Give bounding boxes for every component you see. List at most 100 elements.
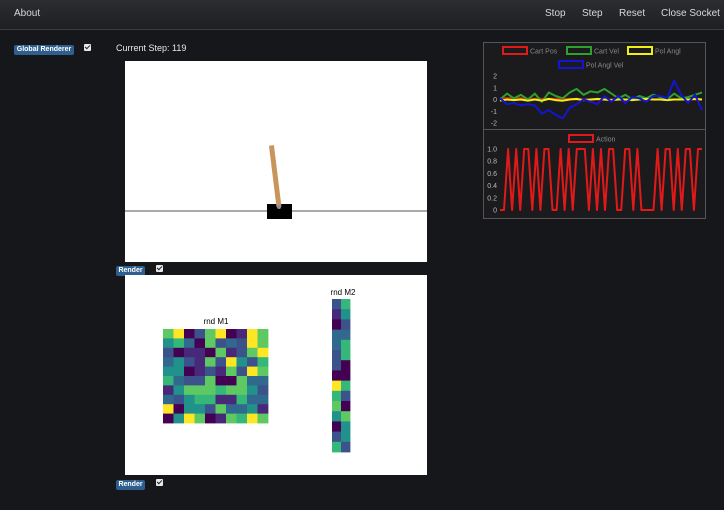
- state-chart: Cart Pos Cart Vel Pol Angl Pol Angl Vel 2 1 0 -…: [491, 46, 703, 128]
- heatmap-m2-cell: [332, 299, 342, 310]
- y-tick-label: 1.0: [487, 147, 497, 154]
- heatmap-m2-cell: [332, 350, 342, 361]
- heatmap-m1-cell: [205, 347, 216, 358]
- heatmap-m1-cell: [226, 404, 237, 414]
- nav-about-link[interactable]: About: [14, 8, 41, 19]
- render-button-heatmap[interactable]: Render: [116, 480, 145, 490]
- heatmap-m1-cell: [247, 366, 258, 377]
- heatmap-m1-cell: [226, 357, 237, 367]
- legend-swatch[interactable]: [502, 46, 528, 55]
- heatmap-m1-cell: [215, 394, 227, 405]
- heatmap-m1-cell: [194, 404, 206, 414]
- heatmap-m2-cell: [332, 360, 342, 371]
- legend-swatch[interactable]: [627, 46, 653, 55]
- heatmap-m1-cell: [163, 347, 174, 358]
- heatmap-m1-cell: [194, 376, 206, 386]
- heatmap-m1-cell: [226, 338, 237, 349]
- heatmap-m1-cell: [247, 413, 258, 424]
- heatmap-canvas: rnd M1 rnd M2: [163, 288, 356, 453]
- legend-label[interactable]: Pol Angl: [655, 49, 681, 56]
- heatmap-m1-cell: [163, 394, 174, 405]
- cart: [267, 204, 292, 219]
- heatmap-m1-cell: [236, 394, 248, 405]
- y-tick-label: 0.8: [487, 159, 497, 166]
- charts-panel: Cart Pos Cart Vel Pol Angl Pol Angl Vel 2 1 0 -…: [483, 42, 706, 219]
- heatmap-m1-cell: [215, 366, 227, 377]
- heatmap-m1-cell: [194, 413, 206, 424]
- heatmap-m1-cell: [247, 338, 258, 349]
- heatmap-m1-cell: [173, 357, 185, 367]
- heatmap-m1-cell: [257, 357, 269, 367]
- heatmap-m2: [332, 299, 351, 453]
- nav-stop-button[interactable]: Stop: [545, 8, 566, 19]
- heatmap-m1-cell: [194, 338, 206, 349]
- render-button-cartpole[interactable]: Render: [116, 266, 145, 276]
- legend-swatch[interactable]: [558, 60, 584, 69]
- heatmap-m1-cell: [173, 385, 185, 396]
- series-line: [500, 148, 702, 211]
- heatmap-m1-cell: [236, 329, 248, 339]
- heatmap-m2-cell: [341, 390, 351, 402]
- heatmap-m1-cell: [215, 329, 227, 339]
- heatmap-m1-cell: [247, 347, 258, 358]
- heatmap-m1-cell: [226, 347, 237, 358]
- global-renderer-checkbox[interactable]: [84, 44, 91, 51]
- heatmap-m1: [163, 329, 269, 424]
- heatmap-m2-cell: [341, 441, 351, 453]
- heatmap-m1-cell: [205, 413, 216, 424]
- heatmap-m1-cell: [226, 376, 237, 386]
- heatmap-m1-cell: [194, 357, 206, 367]
- heatmap-m2-cell: [332, 329, 342, 341]
- heatmap-m2-cell: [341, 370, 351, 381]
- cartpole-render-panel: [125, 61, 427, 262]
- nav-close-socket-button[interactable]: Close Socket: [661, 8, 720, 19]
- heatmap-m1-cell: [184, 394, 195, 405]
- heatmap-m2-cell: [332, 401, 342, 412]
- heatmap-m1-cell: [184, 357, 195, 367]
- heatmap-m1-cell: [173, 338, 185, 349]
- heatmap-m1-cell: [247, 385, 258, 396]
- heatmap-m1-cell: [163, 338, 174, 349]
- render-checkbox-heatmap[interactable]: [156, 479, 163, 486]
- heatmap-m1-cell: [236, 413, 248, 424]
- heatmap-m1-cell: [173, 347, 185, 358]
- heatmap-m1-cell: [247, 404, 258, 414]
- series-line: [499, 79, 703, 120]
- heatmap-m2-cell: [341, 319, 351, 330]
- heatmap-m2-cell: [341, 299, 351, 310]
- heatmap-m1-cell: [163, 413, 174, 424]
- current-step-text: Current Step:: [116, 43, 170, 53]
- charts-svg: Cart Pos Cart Vel Pol Angl Pol Angl Vel 2 1 0 -…: [484, 46, 705, 215]
- y-tick-label: -2: [491, 121, 497, 128]
- global-renderer-button[interactable]: Global Renderer: [14, 45, 74, 55]
- nav-reset-button[interactable]: Reset: [619, 8, 646, 19]
- legend-label[interactable]: Action: [596, 137, 616, 144]
- heatmap-m1-cell: [184, 329, 195, 339]
- heatmap-m1-title: rnd M1: [204, 317, 229, 326]
- render-checkbox-cartpole[interactable]: [156, 265, 163, 272]
- heatmap-m1-cell: [257, 394, 269, 405]
- heatmap-m1-cell: [173, 404, 185, 414]
- heatmap-m1-cell: [205, 376, 216, 386]
- heatmap-m1-cell: [163, 376, 174, 386]
- heatmap-m1-cell: [226, 329, 237, 339]
- heatmap-m1-cell: [194, 366, 206, 377]
- heatmap-m1-cell: [236, 404, 248, 414]
- heatmap-m1-cell: [257, 404, 269, 414]
- legend-label[interactable]: Cart Pos: [530, 49, 558, 56]
- heatmap-m1-cell: [205, 357, 216, 367]
- heatmap-m1-cell: [236, 385, 248, 396]
- heatmap-m2-cell: [332, 309, 342, 320]
- legend-label[interactable]: Cart Vel: [594, 49, 619, 56]
- legend-label[interactable]: Pol Angl Vel: [586, 63, 624, 70]
- heatmap-m1-cell: [163, 404, 174, 414]
- legend-swatch[interactable]: [566, 46, 592, 55]
- heatmap-m1-cell: [184, 376, 195, 386]
- heatmap-m1-cell: [194, 347, 206, 358]
- heatmap-m2-cell: [332, 390, 342, 402]
- heatmap-render-panel: rnd M1 rnd M2: [125, 275, 427, 475]
- series-line: [499, 87, 703, 103]
- legend-swatch[interactable]: [568, 134, 594, 143]
- nav-step-button[interactable]: Step: [582, 8, 603, 19]
- heatmap-m1-cell: [257, 338, 269, 349]
